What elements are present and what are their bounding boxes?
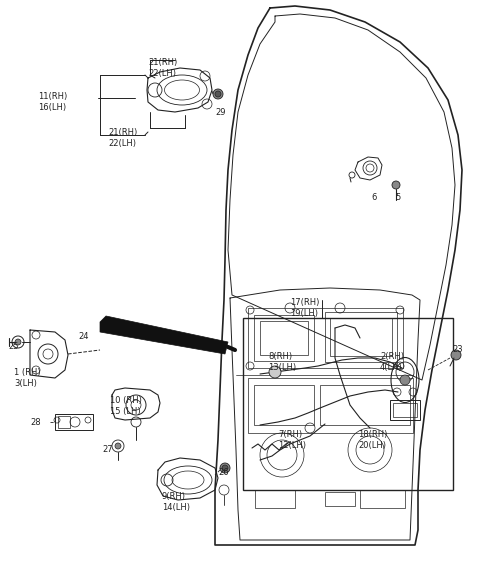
Bar	[255, 490, 295, 508]
Text: 24: 24	[78, 332, 88, 341]
Text: 18(RH)
20(LH): 18(RH) 20(LH)	[358, 430, 387, 450]
Bar	[325, 312, 397, 362]
Circle shape	[392, 181, 400, 189]
Bar	[248, 378, 413, 433]
Bar	[393, 403, 417, 417]
Text: 6: 6	[372, 193, 377, 202]
Text: 10 (RH)
15 (LH): 10 (RH) 15 (LH)	[110, 396, 142, 416]
Text: 8(RH)
13(LH): 8(RH) 13(LH)	[268, 352, 296, 372]
Bar	[330, 318, 392, 356]
Text: 29: 29	[215, 108, 226, 117]
Circle shape	[222, 465, 228, 471]
Text: 28: 28	[30, 418, 41, 427]
Text: 23: 23	[452, 345, 463, 354]
Bar	[320, 385, 410, 425]
Text: 7(RH)
12(LH): 7(RH) 12(LH)	[278, 430, 306, 450]
Text: 11(RH)
16(LH): 11(RH) 16(LH)	[38, 92, 67, 112]
Text: 2(RH)
4(LH): 2(RH) 4(LH)	[380, 352, 404, 372]
Bar	[58, 416, 70, 428]
Polygon shape	[100, 316, 228, 354]
Text: 27: 27	[102, 445, 113, 454]
Circle shape	[220, 463, 230, 473]
Text: 5: 5	[396, 193, 401, 202]
Circle shape	[213, 89, 223, 99]
Bar	[360, 490, 405, 508]
Text: 9(RH)
14(LH): 9(RH) 14(LH)	[162, 492, 190, 512]
Bar	[248, 308, 403, 368]
Bar	[243, 318, 453, 490]
Text: 26: 26	[218, 468, 228, 477]
Circle shape	[269, 366, 281, 378]
Bar	[55, 414, 93, 430]
Bar	[260, 321, 308, 355]
Circle shape	[15, 339, 21, 345]
Bar	[390, 400, 420, 420]
Text: 25: 25	[8, 342, 19, 351]
Bar	[325, 492, 355, 506]
Circle shape	[400, 375, 410, 385]
Bar	[254, 315, 314, 361]
Circle shape	[451, 350, 461, 360]
Bar	[254, 385, 314, 425]
Text: 21(RH)
22(LH): 21(RH) 22(LH)	[108, 128, 137, 148]
Circle shape	[115, 443, 121, 449]
Text: 17(RH)
19(LH): 17(RH) 19(LH)	[290, 298, 319, 318]
Text: 21(RH)
22(LH): 21(RH) 22(LH)	[148, 58, 177, 78]
Circle shape	[215, 91, 221, 97]
Text: 1 (RH)
3(LH): 1 (RH) 3(LH)	[14, 368, 41, 388]
